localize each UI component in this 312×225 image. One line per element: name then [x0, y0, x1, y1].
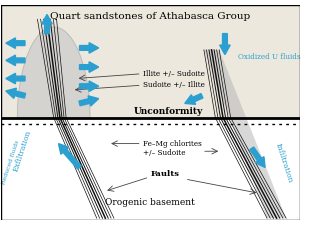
Text: Reduced fluids: Reduced fluids [1, 140, 20, 186]
FancyArrow shape [80, 81, 99, 91]
Text: Unconformity: Unconformity [134, 107, 203, 116]
FancyArrow shape [58, 144, 81, 169]
FancyArrow shape [6, 38, 25, 48]
FancyArrow shape [80, 43, 99, 53]
Polygon shape [17, 27, 90, 118]
FancyArrow shape [80, 62, 99, 72]
Text: Sudoite +/– Illite: Sudoite +/– Illite [143, 81, 205, 89]
Text: Infiltration: Infiltration [274, 142, 295, 184]
FancyArrow shape [220, 34, 230, 55]
FancyArrow shape [42, 14, 52, 34]
Text: Fe–Mg chlorites
+/– Sudoite: Fe–Mg chlorites +/– Sudoite [143, 140, 202, 157]
FancyArrow shape [6, 73, 25, 84]
Text: Faults: Faults [151, 170, 180, 178]
Text: Orogenic basement: Orogenic basement [105, 198, 195, 207]
Text: Oxidized U fluids: Oxidized U fluids [238, 54, 301, 61]
Text: Quart sandstones of Athabasca Group: Quart sandstones of Athabasca Group [50, 11, 251, 20]
Polygon shape [204, 50, 286, 218]
FancyArrow shape [250, 147, 265, 167]
Polygon shape [1, 5, 300, 118]
Text: Exfiltration: Exfiltration [12, 129, 33, 173]
Text: Illite +/– Sudoite: Illite +/– Sudoite [143, 70, 205, 78]
FancyArrow shape [6, 88, 26, 98]
FancyArrow shape [185, 94, 203, 104]
FancyArrow shape [79, 96, 99, 106]
FancyArrow shape [6, 55, 25, 66]
